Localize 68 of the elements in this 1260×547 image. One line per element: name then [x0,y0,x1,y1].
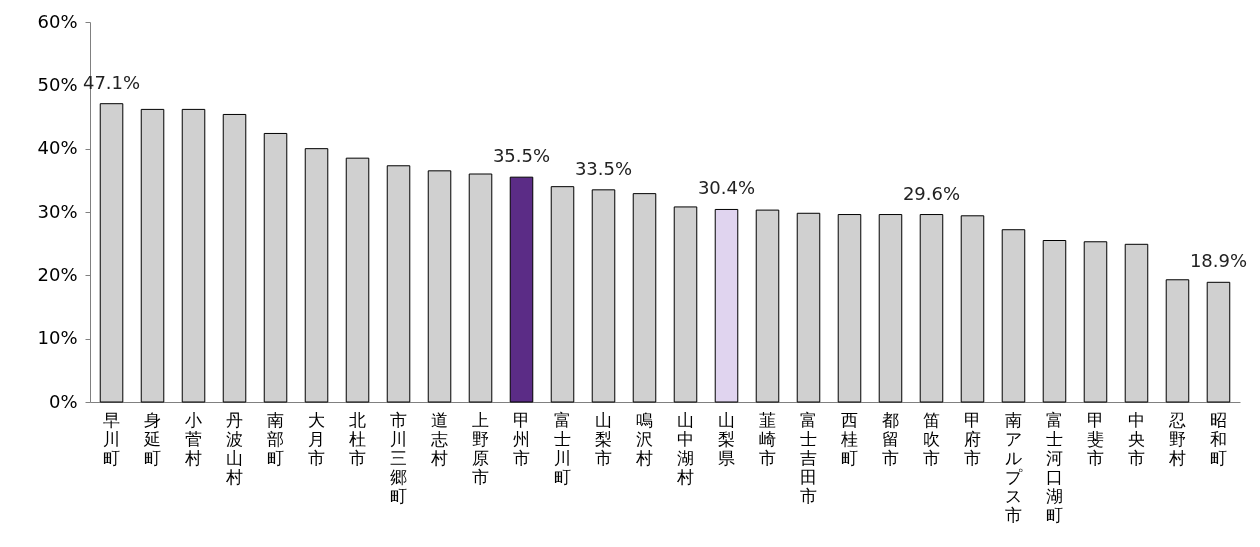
bar [345,157,370,403]
data-label: 35.5% [492,145,551,167]
bar [591,189,616,403]
x-tick-label: 市川三郷町 [390,409,408,506]
bar [304,148,329,403]
x-tick-label: 富士吉田市 [799,409,817,506]
x-tick-label: 笛吹市 [922,409,940,468]
bar [960,215,985,403]
x-tick-label: 甲斐市 [1086,409,1104,468]
x-tick-label: 甲府市 [963,409,981,468]
x-tick-label: 身延町 [143,409,162,468]
x-tick-label: 忍野村 [1167,409,1186,468]
bar [386,165,411,403]
y-tick-label: 50% [37,73,78,95]
bar [919,214,944,403]
x-tick-label: 上野原市 [472,409,490,487]
bar [837,214,862,403]
bar [632,193,657,403]
x-tick-label: 北杜市 [349,409,367,468]
bar [1206,281,1231,403]
x-tick-label: 甲州市 [513,409,531,468]
x-tick-label: 丹波山村 [225,409,244,487]
bar [99,103,124,403]
x-tick-label: 昭和町 [1209,409,1227,468]
x-tick-label: 都留市 [881,409,899,468]
x-tick-label: 早川町 [103,409,121,468]
bar [222,113,247,403]
data-label: 30.4% [697,177,756,199]
y-tick-label: 40% [37,137,78,159]
x-tick-label: 鳴沢村 [635,409,653,468]
x-tick-label: 富士川町 [554,409,571,487]
bar [550,186,575,403]
y-tick-label: 30% [37,200,78,222]
y-tick-label: 60% [37,10,78,32]
x-tick-label: 小菅村 [184,409,203,468]
bar [1083,241,1108,403]
x-tick-label: 西桂町 [839,409,858,468]
bar [1001,229,1026,403]
bar [181,108,206,403]
bar [714,208,739,403]
bar [1042,240,1067,403]
x-tick-label: 大月市 [308,409,326,468]
x-tick-label: 韮崎市 [759,409,776,468]
x-tick-label: 南部町 [267,409,285,468]
x-tick-label: 富士河口湖町 [1045,409,1063,525]
bar [263,132,288,403]
data-label: 33.5% [574,157,633,179]
x-tick-label: 南アルプス市 [1004,409,1023,525]
bar [1165,279,1190,403]
bar [427,170,452,403]
data-label: 18.9% [1189,250,1248,272]
bar [1124,243,1149,403]
x-tick-label: 山梨市 [595,409,612,468]
bar [796,212,821,403]
bar [755,209,780,403]
x-tick-label: 山中湖村 [676,409,694,487]
y-tick-label: 10% [37,327,78,349]
bar [509,176,534,403]
x-tick-label: 中央市 [1127,409,1145,468]
bar [673,206,698,403]
x-tick-label: 道志村 [430,409,449,468]
x-tick-label: 山梨県 [718,409,735,468]
bar [140,108,165,403]
bar [878,214,903,403]
y-tick-label: 20% [37,263,78,285]
y-tick-label: 0% [48,390,78,412]
data-label: 29.6% [902,182,961,204]
bar [468,173,493,403]
